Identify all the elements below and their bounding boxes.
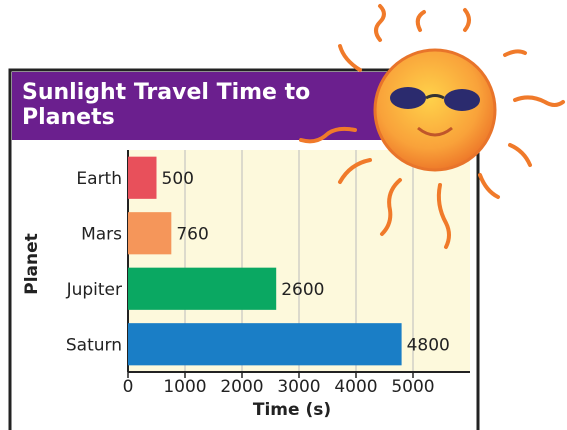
bar <box>128 212 172 255</box>
y-axis-label: Planet <box>22 233 42 295</box>
ray <box>478 173 500 199</box>
value-label: 2600 <box>281 280 324 300</box>
ray <box>436 183 451 249</box>
ray <box>463 8 471 32</box>
x-tick-label: 2000 <box>220 377 263 397</box>
y-tick-label: Saturn <box>66 335 122 355</box>
ray <box>415 10 426 32</box>
x-tick-label: 1000 <box>163 377 206 397</box>
bar <box>128 267 277 310</box>
ray <box>338 44 362 72</box>
y-tick-label: Mars <box>81 224 122 244</box>
sun <box>299 4 565 249</box>
x-tick-label: 3000 <box>277 377 320 397</box>
x-tick-label: 5000 <box>391 377 434 397</box>
ray <box>338 158 372 184</box>
value-label: 760 <box>176 224 208 244</box>
y-tick-label: Earth <box>76 169 122 189</box>
ray <box>508 143 532 167</box>
sun-face <box>373 48 497 172</box>
bar <box>128 323 402 366</box>
sunglasses <box>390 87 480 137</box>
ray <box>503 49 527 57</box>
y-tick-label: Jupiter <box>66 280 122 300</box>
x-axis-label: Time (s) <box>253 400 331 420</box>
value-label: 4800 <box>407 335 450 355</box>
chart-title: Sunlight Travel Time to Planets <box>22 80 311 130</box>
x-tick-label: 4000 <box>334 377 377 397</box>
bar <box>128 156 157 199</box>
ray <box>513 95 565 107</box>
ray <box>299 126 357 144</box>
ray <box>374 4 386 42</box>
value-label: 500 <box>162 169 194 189</box>
x-tick-label: 0 <box>123 377 134 397</box>
ray <box>380 178 402 236</box>
